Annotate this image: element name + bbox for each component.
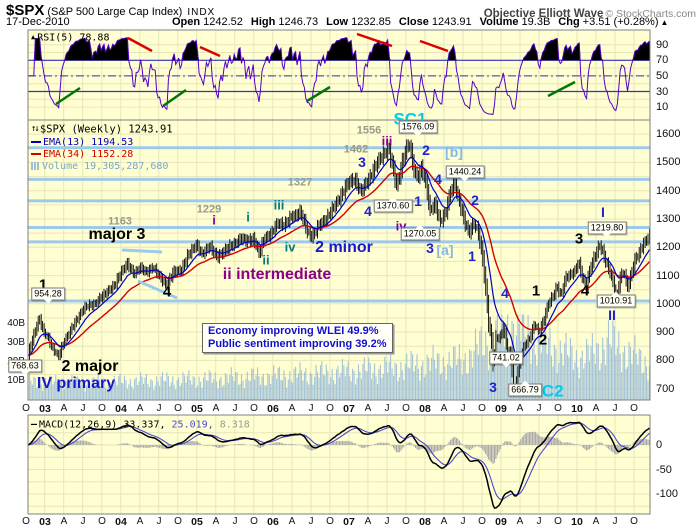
close-label: Close [398, 16, 429, 28]
macd-legend: — MACD(12,26,9) 33.337, 25.019, 8.318 [31, 419, 250, 431]
spx-legend-text: $SPX (Weekly) 1243.91 [39, 123, 173, 136]
rsi-legend: ▲ RSI(5) 78.88 [31, 32, 109, 44]
symbol: $SPX [6, 2, 45, 19]
ema34-legend: EMA(34) 1152.28 [31, 149, 133, 160]
open-label: Open [172, 16, 201, 28]
analyst-note-box: Economy improving WLEI 49.9% Public sent… [202, 323, 393, 353]
exchange: INDX [187, 7, 216, 18]
symbol-name: (S&P 500 Large Cap Index) [47, 6, 183, 18]
rsi-legend-icon: ▲ [31, 33, 36, 41]
chart-header: $SPX (S&P 500 Large Cap Index) INDX [6, 2, 696, 19]
ema34-legend-text: EMA(34) 1152.28 [43, 149, 134, 160]
open-value: 1242.52 [203, 16, 243, 28]
quote-row: 17-Dec-2010 Open 1242.52 High 1246.73 Low 1232… [6, 16, 696, 29]
ema13-legend: EMA(13) 1194.53 [31, 137, 133, 148]
volume-bars-icon [31, 162, 40, 170]
chg-value: +3.51 (+0.28%) [582, 16, 659, 28]
high-label: High [250, 16, 276, 28]
chg-label: Chg [558, 16, 580, 28]
note-line-2: Public sentiment improving 39.2% [208, 338, 387, 350]
spx-legend: ↑↓ $SPX (Weekly) 1243.91 [31, 124, 173, 136]
low-value: 1232.85 [351, 16, 391, 28]
low-label: Low [326, 16, 349, 28]
volume-value: 19.3B [521, 16, 551, 28]
up-triangle-icon: ▲ [660, 18, 669, 27]
macd-line-icon: — [31, 419, 38, 430]
quote-date: 17-Dec-2010 [6, 16, 70, 28]
stockcharts-credit: © StockCharts.com [605, 8, 696, 20]
updown-arrows-icon: ↑↓ [31, 124, 40, 134]
volume-legend: Volume 19,305,287,680 [31, 161, 168, 172]
high-value: 1246.73 [278, 16, 319, 28]
rsi-legend-text: RSI(5) 78.88 [37, 32, 110, 44]
macd-signal-value: 25.019, [171, 419, 214, 431]
macd-hist-value: 8.318 [219, 419, 250, 431]
brand-line: Objective Elliott Wave © StockCharts.com [484, 4, 696, 22]
macd-name: MACD(12,26,9) [39, 419, 118, 431]
brand-title: Objective Elliott Wave [483, 8, 604, 20]
volume-legend-text: Volume 19,305,287,680 [42, 161, 169, 172]
note-line-1: Economy improving WLEI 49.9% [208, 325, 379, 337]
macd-value: 33.337, [123, 419, 166, 431]
volume-label: Volume [479, 16, 519, 28]
ema13-line-icon [31, 141, 41, 143]
ema13-legend-text: EMA(13) 1194.53 [43, 137, 134, 148]
close-value: 1243.91 [431, 16, 472, 28]
ema34-line-icon [31, 153, 41, 155]
